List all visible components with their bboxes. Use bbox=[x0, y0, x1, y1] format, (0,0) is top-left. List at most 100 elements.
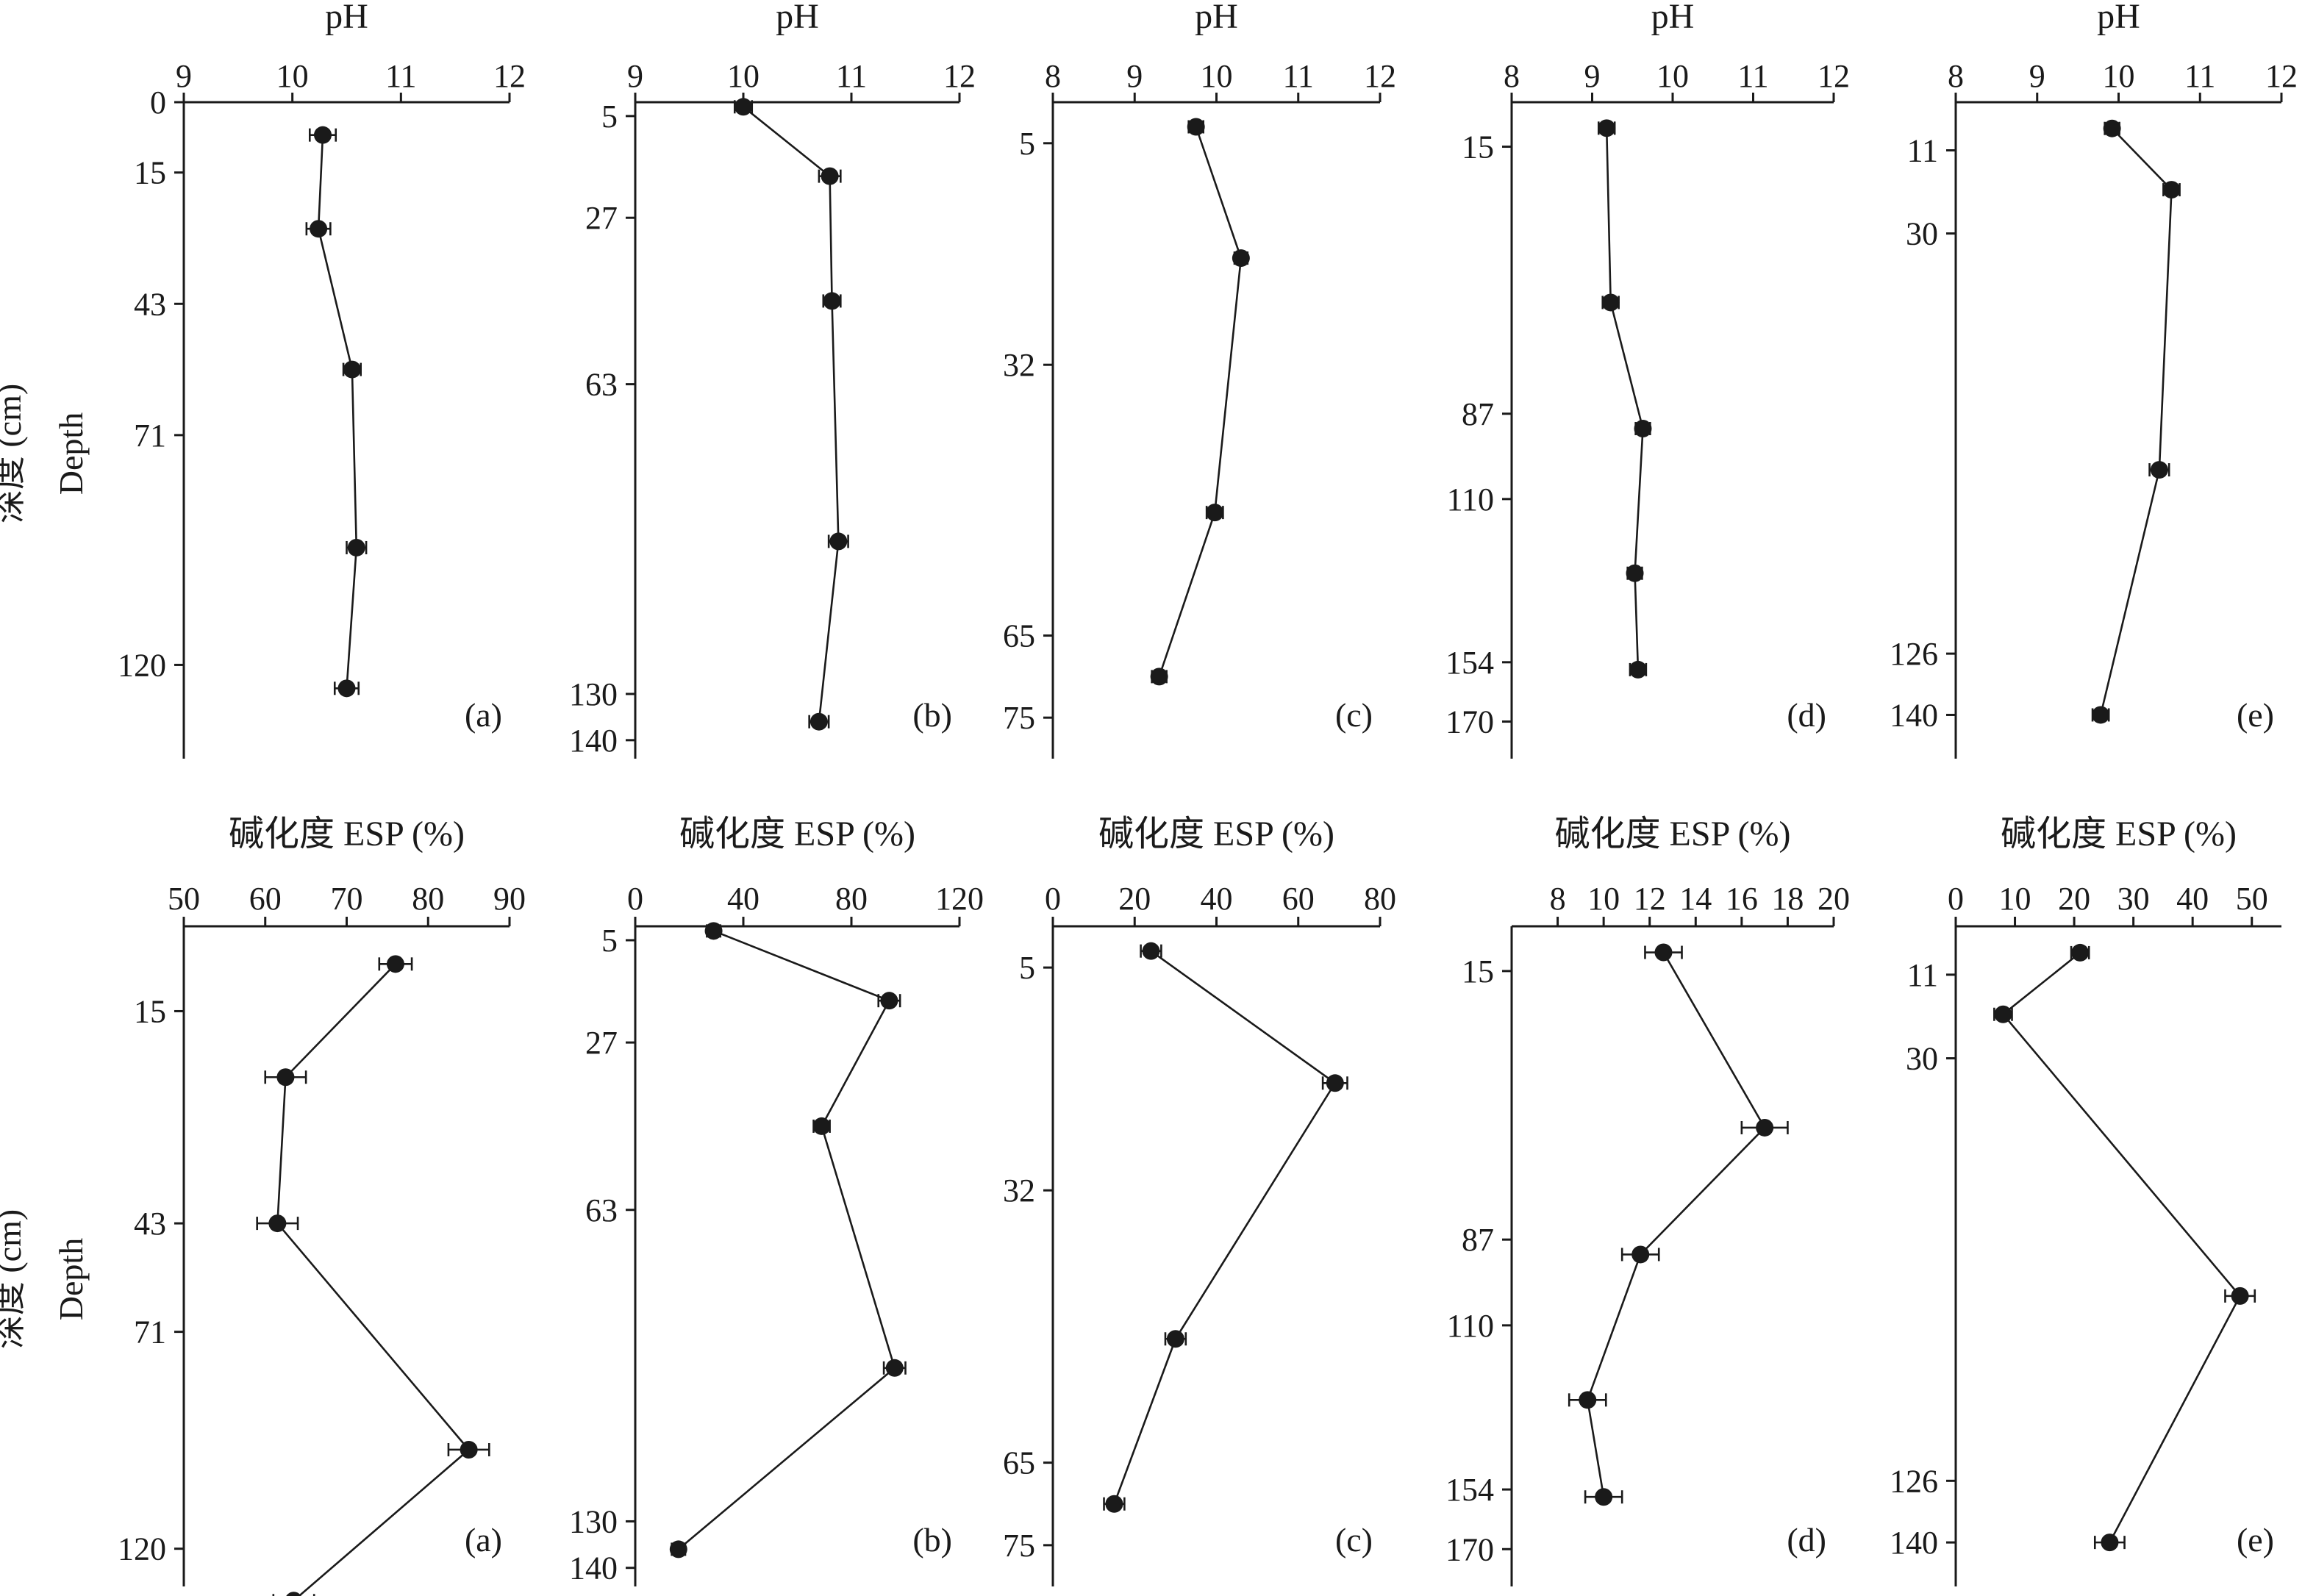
data-point bbox=[1631, 1245, 1650, 1264]
y-tick-label: 27 bbox=[585, 1025, 618, 1061]
x-tick-label: 12 bbox=[943, 58, 976, 94]
x-tick-label: 10 bbox=[1587, 881, 1620, 917]
data-point bbox=[1105, 1495, 1123, 1513]
x-tick-label: 40 bbox=[727, 881, 760, 917]
panel-label: (b) bbox=[912, 1521, 952, 1559]
x-tick-label: 80 bbox=[412, 881, 444, 917]
data-point bbox=[286, 1592, 301, 1596]
x-tick-label: 8 bbox=[1550, 881, 1566, 917]
y-tick-label: 5 bbox=[1019, 126, 1035, 162]
x-tick-label: 40 bbox=[2176, 881, 2209, 917]
y-tick-label: 43 bbox=[134, 286, 166, 322]
data-point bbox=[1626, 564, 1644, 582]
data-point bbox=[809, 712, 828, 731]
chart-title: pH bbox=[2097, 0, 2140, 36]
y-tick-label: 154 bbox=[1445, 645, 1494, 681]
y-tick-label: 15 bbox=[134, 155, 166, 191]
data-point bbox=[1595, 1488, 1613, 1506]
data-point bbox=[823, 292, 841, 310]
x-tick-label: 12 bbox=[1364, 58, 1396, 94]
x-tick-label: 12 bbox=[1818, 58, 1850, 94]
y-tick-label: 65 bbox=[1003, 618, 1035, 654]
x-tick-label: 50 bbox=[168, 881, 200, 917]
series-line bbox=[677, 930, 896, 1550]
data-point bbox=[1756, 1118, 1774, 1137]
x-tick-label: 80 bbox=[1364, 881, 1396, 917]
y-tick-label: 154 bbox=[1445, 1472, 1494, 1508]
chart-panel-7: 0 20 40 60 80 5 32 65 75 碱化度 ESP (%) (c) bbox=[1003, 815, 1396, 1586]
y-tick-label: 120 bbox=[118, 647, 166, 683]
ylabel-en-bottom: Depth bbox=[52, 1238, 90, 1320]
panel-label: (d) bbox=[1787, 1521, 1826, 1559]
chart-title: 碱化度 ESP (%) bbox=[229, 815, 465, 854]
x-tick-label: 9 bbox=[1126, 58, 1143, 94]
x-tick-label: 10 bbox=[2103, 58, 2135, 94]
x-tick-label: 40 bbox=[1201, 881, 1233, 917]
chart-title: 碱化度 ESP (%) bbox=[2001, 815, 2237, 854]
series-line bbox=[317, 135, 358, 689]
data-point bbox=[276, 1068, 295, 1087]
x-tick-label: 30 bbox=[2117, 881, 2150, 917]
series-line bbox=[276, 963, 471, 1596]
y-tick-label: 43 bbox=[134, 1206, 166, 1242]
chart-title: pH bbox=[325, 0, 368, 36]
panel-label: (e) bbox=[2237, 696, 2274, 734]
data-point bbox=[735, 98, 752, 116]
y-tick-label: 63 bbox=[585, 367, 618, 403]
data-point bbox=[885, 1359, 904, 1377]
y-tick-label: 140 bbox=[569, 723, 618, 759]
data-point bbox=[1598, 119, 1616, 137]
y-tick-label: 120 bbox=[118, 1531, 166, 1567]
x-tick-label: 0 bbox=[1948, 881, 1964, 917]
x-tick-label: 9 bbox=[627, 58, 643, 94]
x-tick-label: 80 bbox=[835, 881, 868, 917]
y-tick-label: 30 bbox=[1906, 216, 1938, 252]
ylabel-en-top: Depth bbox=[52, 412, 90, 495]
x-tick-label: 50 bbox=[2236, 881, 2268, 917]
chart-panel-6: 0 40 80 120 5 27 63 130 140 碱化度 ESP (%) (b) bbox=[569, 815, 984, 1586]
data-point bbox=[2231, 1287, 2249, 1305]
x-tick-label: 11 bbox=[1737, 58, 1768, 94]
chart-title: pH bbox=[1195, 0, 1238, 36]
x-tick-label: 9 bbox=[176, 58, 192, 94]
data-point bbox=[1206, 504, 1224, 522]
data-point bbox=[310, 220, 328, 238]
data-point bbox=[1166, 1330, 1184, 1348]
chart-panel-2: 8 9 10 11 12 5 32 65 75 pH (c) bbox=[1003, 0, 1396, 759]
x-tick-label: 20 bbox=[2058, 881, 2090, 917]
data-point bbox=[1601, 293, 1620, 312]
panel-label: (a) bbox=[465, 1521, 502, 1559]
y-tick-label: 140 bbox=[569, 1550, 618, 1586]
x-tick-label: 9 bbox=[1584, 58, 1601, 94]
x-tick-label: 120 bbox=[935, 881, 984, 917]
y-tick-label: 87 bbox=[1462, 1222, 1494, 1258]
chart-title: 碱化度 ESP (%) bbox=[1555, 815, 1791, 854]
data-point bbox=[1187, 118, 1205, 136]
series-line bbox=[2099, 127, 2173, 715]
data-point bbox=[1326, 1074, 1344, 1092]
data-point bbox=[669, 1540, 687, 1559]
chart-panel-1: 9 10 11 12 5 27 63 130 140 pH (b) bbox=[569, 0, 976, 759]
y-tick-label: 11 bbox=[1907, 132, 1938, 168]
x-tick-label: 11 bbox=[2184, 58, 2215, 94]
data-point bbox=[460, 1440, 478, 1459]
data-point bbox=[821, 167, 839, 185]
x-tick-label: 60 bbox=[1282, 881, 1315, 917]
data-point bbox=[2101, 1534, 2119, 1552]
data-point bbox=[1150, 668, 1168, 686]
y-tick-label: 140 bbox=[1890, 697, 1938, 733]
y-tick-label: 170 bbox=[1445, 1531, 1494, 1567]
panel-label: (b) bbox=[912, 696, 952, 734]
chart-panel-5: 50 60 70 80 90 15 43 71 120 碱化度 ESP (%) (a) bbox=[118, 815, 526, 1596]
x-tick-label: 11 bbox=[836, 58, 867, 94]
y-tick-label: 126 bbox=[1890, 1463, 1938, 1499]
x-tick-label: 12 bbox=[1634, 881, 1666, 917]
series-line bbox=[743, 106, 840, 722]
x-tick-label: 10 bbox=[1201, 58, 1233, 94]
y-tick-label: 11 bbox=[1907, 957, 1938, 993]
y-tick-label: 15 bbox=[1462, 129, 1494, 165]
y-tick-label: 130 bbox=[569, 676, 618, 712]
x-tick-label: 14 bbox=[1679, 881, 1712, 917]
x-tick-label: 10 bbox=[1999, 881, 2031, 917]
x-tick-label: 9 bbox=[2029, 58, 2045, 94]
